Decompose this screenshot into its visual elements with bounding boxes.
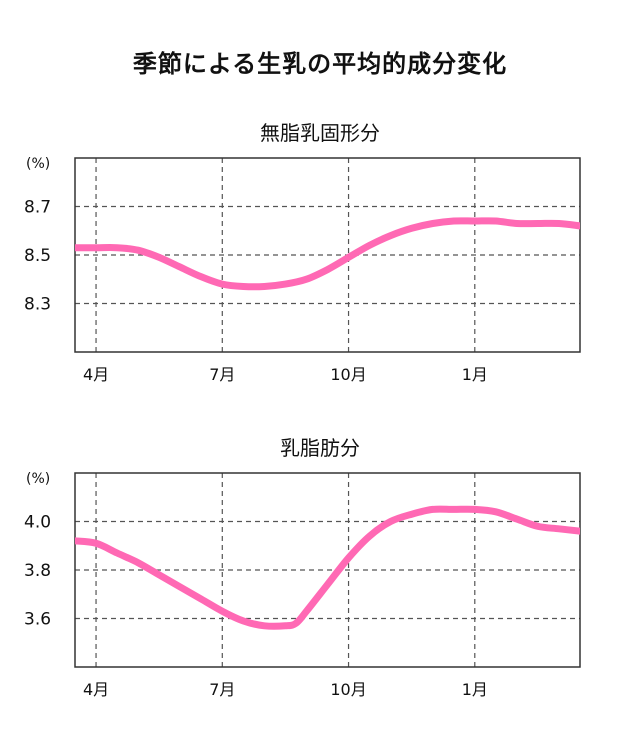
y-tick-label: 3.8 bbox=[24, 561, 51, 581]
unit-label: (%) bbox=[26, 471, 50, 487]
page-title: 季節による生乳の平均的成分変化 bbox=[132, 50, 508, 78]
x-tick-label: 4月 bbox=[83, 365, 109, 384]
y-tick-label: 4.0 bbox=[24, 513, 51, 533]
unit-label: (%) bbox=[26, 156, 50, 172]
x-tick-label: 4月 bbox=[83, 680, 109, 699]
chart-title: 乳脂肪分 bbox=[280, 436, 360, 460]
chart-title: 無脂乳固形分 bbox=[260, 121, 380, 145]
x-tick-label: 10月 bbox=[330, 365, 366, 384]
y-tick-label: 8.3 bbox=[24, 295, 51, 315]
y-tick-label: 3.6 bbox=[24, 610, 51, 630]
series-line bbox=[75, 217, 580, 291]
y-tick-label: 8.5 bbox=[24, 246, 51, 266]
x-tick-label: 1月 bbox=[462, 365, 488, 384]
series-line bbox=[75, 505, 580, 630]
x-tick-label: 10月 bbox=[330, 680, 366, 699]
plot-frame bbox=[74, 157, 581, 353]
plot-frame bbox=[74, 472, 581, 668]
x-tick-label: 7月 bbox=[209, 365, 235, 384]
x-tick-label: 1月 bbox=[462, 680, 488, 699]
chart-nonfat-solids: 無脂乳固形分 (%) 4月 7月 10月 1月 8.3 8.5 8.7 bbox=[24, 121, 581, 384]
chart-milk-fat: 乳脂肪分 (%) 4月 7月 10月 1月 3.6 3.8 4.0 bbox=[24, 436, 581, 699]
y-tick-label: 8.7 bbox=[24, 198, 51, 218]
x-tick-label: 7月 bbox=[209, 680, 235, 699]
